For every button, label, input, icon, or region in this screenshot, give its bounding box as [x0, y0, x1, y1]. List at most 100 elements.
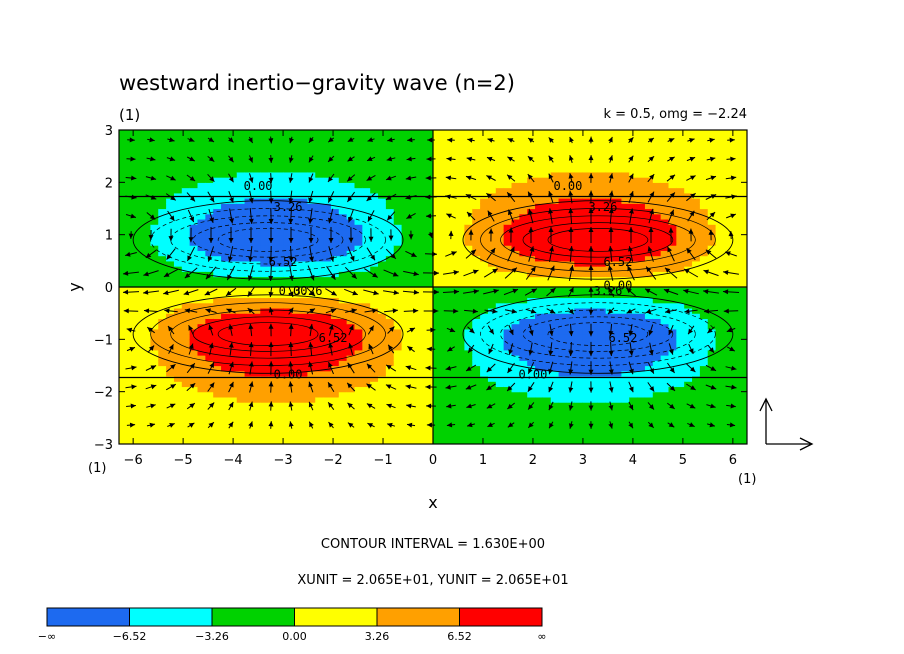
- field-cell: [692, 145, 701, 152]
- field-cell: [126, 224, 136, 231]
- field-cell: [244, 334, 254, 340]
- field-cell: [307, 381, 316, 388]
- field-cell: [252, 318, 261, 325]
- field-cell: [644, 297, 654, 304]
- field-cell: [715, 203, 725, 210]
- field-cell: [692, 266, 701, 272]
- field-cell: [393, 239, 403, 246]
- field-cell: [668, 218, 677, 225]
- field-cell: [637, 433, 646, 440]
- field-cell: [480, 287, 489, 293]
- field-cell: [487, 145, 497, 152]
- field-cell: [189, 318, 199, 325]
- field-cell: [433, 245, 442, 251]
- field-cell: [370, 281, 379, 288]
- field-cell: [283, 192, 293, 199]
- field-cell: [487, 339, 497, 346]
- field-cell: [503, 328, 513, 335]
- field-cell: [487, 391, 497, 398]
- field-cell: [134, 150, 144, 157]
- field-cell: [629, 187, 638, 194]
- field-cell: [652, 161, 662, 168]
- field-cell: [323, 140, 332, 147]
- field-cell: [142, 428, 151, 435]
- field-cell: [260, 255, 269, 262]
- field-cell: [181, 208, 191, 215]
- field-cell: [166, 145, 175, 152]
- field-cell: [699, 292, 709, 299]
- field-cell: [433, 276, 442, 283]
- field-cell: [699, 208, 709, 215]
- field-cell: [605, 161, 615, 168]
- field-cell: [417, 266, 426, 272]
- field-cell: [307, 245, 316, 251]
- field-cell: [119, 438, 128, 444]
- field-cell: [307, 250, 316, 257]
- field-cell: [590, 287, 599, 293]
- field-cell: [629, 287, 638, 293]
- field-cell: [244, 203, 254, 210]
- field-cell: [323, 255, 332, 262]
- field-cell: [370, 182, 379, 189]
- field-cell: [590, 213, 599, 220]
- field-cell: [613, 171, 622, 178]
- field-cell: [519, 370, 528, 377]
- field-cell: [315, 402, 324, 408]
- field-cell: [597, 323, 607, 330]
- field-cell: [134, 328, 144, 335]
- field-cell: [197, 229, 206, 236]
- field-cell: [244, 386, 254, 393]
- field-cell: [370, 381, 379, 388]
- field-cell: [511, 187, 520, 194]
- field-cell: [401, 239, 411, 246]
- field-cell: [393, 323, 403, 330]
- field-cell: [692, 140, 701, 147]
- field-cell: [205, 344, 214, 351]
- field-cell: [464, 281, 473, 288]
- field-cell: [173, 177, 183, 183]
- field-cell: [205, 198, 214, 204]
- field-cell: [197, 428, 206, 435]
- field-cell: [158, 365, 167, 372]
- field-cell: [613, 297, 622, 304]
- field-cell: [574, 150, 583, 157]
- field-cell: [668, 166, 677, 173]
- field-cell: [409, 245, 418, 251]
- field-cell: [425, 140, 434, 147]
- field-cell: [660, 182, 670, 189]
- field-cell: [440, 433, 450, 440]
- field-cell: [660, 177, 670, 183]
- field-cell: [519, 349, 528, 356]
- field-cell: [676, 166, 685, 173]
- field-cell: [338, 287, 348, 293]
- field-cell: [527, 339, 536, 346]
- field-cell: [535, 239, 544, 246]
- field-cell: [503, 402, 513, 408]
- wind-arrow-head: [163, 290, 169, 296]
- field-cell: [417, 292, 426, 299]
- field-cell: [535, 307, 544, 314]
- field-cell: [205, 145, 214, 152]
- field-cell: [487, 313, 497, 319]
- field-cell: [660, 281, 670, 288]
- field-cell: [158, 307, 167, 314]
- field-cell: [181, 402, 191, 408]
- field-cell: [433, 344, 442, 351]
- field-cell: [166, 428, 175, 435]
- field-cell: [535, 349, 544, 356]
- field-cell: [134, 433, 144, 440]
- field-cell: [715, 307, 725, 314]
- field-cell: [495, 297, 505, 304]
- field-cell: [715, 292, 725, 299]
- field-cell: [590, 187, 599, 194]
- field-cell: [495, 386, 505, 393]
- field-cell: [283, 140, 293, 147]
- field-cell: [173, 433, 183, 440]
- field-cell: [597, 192, 607, 199]
- field-cell: [550, 171, 560, 178]
- field-cell: [707, 130, 717, 136]
- field-cell: [731, 391, 740, 398]
- field-cell: [433, 161, 442, 168]
- field-cell: [173, 423, 183, 429]
- field-cell: [338, 255, 348, 262]
